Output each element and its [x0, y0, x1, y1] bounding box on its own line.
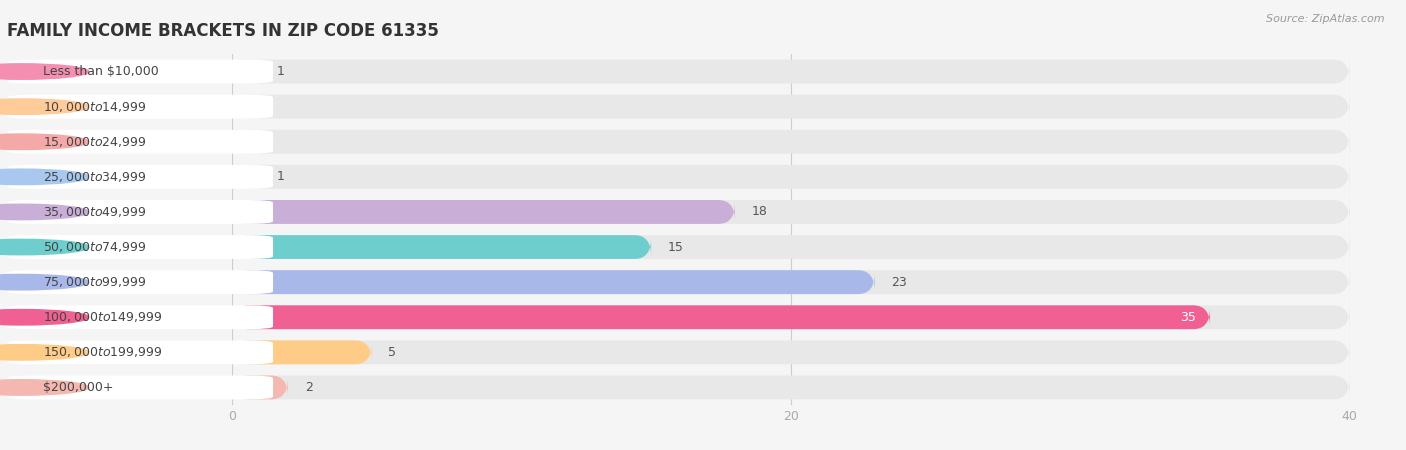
Circle shape [0, 274, 89, 290]
Text: FAMILY INCOME BRACKETS IN ZIP CODE 61335: FAMILY INCOME BRACKETS IN ZIP CODE 61335 [7, 22, 439, 40]
Circle shape [0, 239, 89, 255]
Text: Less than $10,000: Less than $10,000 [44, 65, 159, 78]
Text: 18: 18 [752, 206, 768, 218]
FancyBboxPatch shape [232, 375, 1350, 400]
Circle shape [0, 380, 89, 395]
Text: 0: 0 [249, 100, 257, 113]
FancyBboxPatch shape [232, 94, 1350, 119]
Circle shape [0, 310, 89, 325]
Text: 35: 35 [1180, 311, 1197, 324]
FancyBboxPatch shape [7, 59, 273, 84]
FancyBboxPatch shape [232, 340, 371, 364]
FancyBboxPatch shape [7, 94, 273, 119]
Text: $100,000 to $149,999: $100,000 to $149,999 [44, 310, 163, 324]
Circle shape [0, 134, 89, 149]
Text: 5: 5 [388, 346, 396, 359]
FancyBboxPatch shape [232, 200, 735, 224]
Text: $25,000 to $34,999: $25,000 to $34,999 [44, 170, 146, 184]
Text: 1: 1 [277, 171, 284, 183]
FancyBboxPatch shape [7, 270, 273, 294]
FancyBboxPatch shape [232, 305, 1211, 329]
FancyBboxPatch shape [7, 340, 273, 364]
Text: $50,000 to $74,999: $50,000 to $74,999 [44, 240, 146, 254]
FancyBboxPatch shape [232, 270, 1350, 294]
FancyBboxPatch shape [232, 59, 260, 84]
FancyBboxPatch shape [232, 340, 1350, 364]
Text: 2: 2 [305, 381, 312, 394]
FancyBboxPatch shape [232, 235, 651, 259]
FancyBboxPatch shape [232, 305, 1350, 329]
FancyBboxPatch shape [232, 165, 260, 189]
Circle shape [0, 99, 89, 114]
Text: $75,000 to $99,999: $75,000 to $99,999 [44, 275, 146, 289]
Circle shape [0, 64, 89, 79]
Text: 0: 0 [249, 135, 257, 148]
FancyBboxPatch shape [7, 165, 273, 189]
FancyBboxPatch shape [232, 165, 1350, 189]
FancyBboxPatch shape [7, 235, 273, 259]
FancyBboxPatch shape [232, 235, 1350, 259]
FancyBboxPatch shape [7, 375, 273, 400]
FancyBboxPatch shape [232, 270, 875, 294]
FancyBboxPatch shape [7, 130, 273, 154]
Circle shape [0, 169, 89, 184]
Circle shape [0, 204, 89, 220]
FancyBboxPatch shape [232, 59, 1350, 84]
Text: $35,000 to $49,999: $35,000 to $49,999 [44, 205, 146, 219]
Text: $10,000 to $14,999: $10,000 to $14,999 [44, 99, 146, 114]
Circle shape [0, 345, 89, 360]
Text: $150,000 to $199,999: $150,000 to $199,999 [44, 345, 163, 360]
Text: 23: 23 [891, 276, 907, 288]
Text: 1: 1 [277, 65, 284, 78]
Text: $15,000 to $24,999: $15,000 to $24,999 [44, 135, 146, 149]
FancyBboxPatch shape [232, 375, 288, 400]
Text: $200,000+: $200,000+ [44, 381, 114, 394]
Text: Source: ZipAtlas.com: Source: ZipAtlas.com [1267, 14, 1385, 23]
FancyBboxPatch shape [232, 130, 1350, 154]
FancyBboxPatch shape [232, 200, 1350, 224]
Text: 15: 15 [668, 241, 683, 253]
FancyBboxPatch shape [7, 305, 273, 329]
FancyBboxPatch shape [7, 200, 273, 224]
